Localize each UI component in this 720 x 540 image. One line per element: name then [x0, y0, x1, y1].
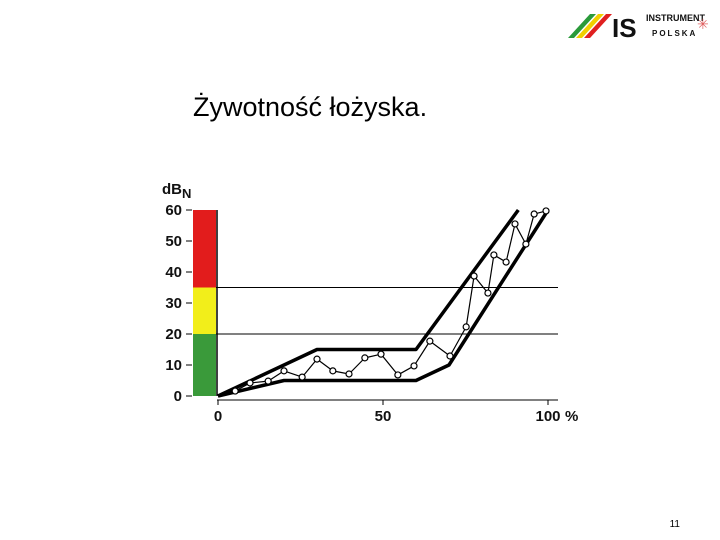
envelope-line — [217, 209, 550, 398]
data-point — [470, 272, 478, 280]
logo-star: ✳ — [697, 16, 709, 32]
data-point — [502, 258, 510, 266]
y-tick-label: 20 — [165, 326, 182, 343]
x-unit: % — [565, 408, 578, 425]
logo: IS INSTRUMENT POLSKA ✳ — [568, 13, 709, 43]
x-tick-label: 100 — [535, 408, 560, 425]
envelope-line — [217, 208, 520, 398]
data-point — [280, 367, 288, 375]
data-point — [298, 373, 306, 381]
data-point — [345, 370, 353, 378]
zone-band — [193, 334, 216, 396]
y-tick-label: 30 — [165, 295, 182, 312]
y-axis-label: dBN — [162, 181, 191, 201]
y-tick-label: 60 — [165, 202, 182, 219]
data-point — [361, 354, 369, 362]
data-point — [313, 355, 321, 363]
y-tick-label: 40 — [165, 264, 182, 281]
y-label: dB — [162, 181, 182, 198]
logo-stripe — [576, 14, 604, 38]
data-point — [542, 207, 550, 215]
logo-mark: IS — [612, 13, 637, 43]
y-label-sub: N — [182, 186, 191, 201]
data-point — [377, 350, 385, 358]
data-point — [394, 371, 402, 379]
zone-band — [193, 287, 216, 334]
logo-text: POLSKA — [652, 29, 697, 38]
data-point — [484, 289, 492, 297]
data-point — [462, 323, 470, 331]
page-number: 11 — [670, 519, 681, 530]
data-point — [426, 337, 434, 345]
data-point — [446, 352, 454, 360]
data-point — [410, 362, 418, 370]
logo-stripe — [568, 14, 596, 38]
data-point — [264, 377, 272, 385]
data-point — [530, 210, 538, 218]
data-point — [522, 240, 530, 248]
zone-band — [193, 210, 216, 288]
logo-stripe — [584, 14, 612, 38]
plot: 0 10 20 30 40 50 60 0 50 100% — [165, 202, 578, 425]
y-tick-label: 50 — [165, 233, 182, 250]
slide-title: Żywotność łożyska. — [193, 91, 427, 122]
x-tick-label: 50 — [375, 408, 392, 425]
x-tick-label: 0 — [214, 408, 222, 425]
data-point — [511, 220, 519, 228]
data-point — [490, 251, 498, 259]
y-tick-label: 0 — [174, 388, 182, 405]
logo-text: INSTRUMENT — [646, 13, 705, 23]
data-point — [329, 367, 337, 375]
y-tick-label: 10 — [165, 357, 182, 374]
data-point — [246, 379, 254, 387]
data-point — [231, 387, 239, 395]
